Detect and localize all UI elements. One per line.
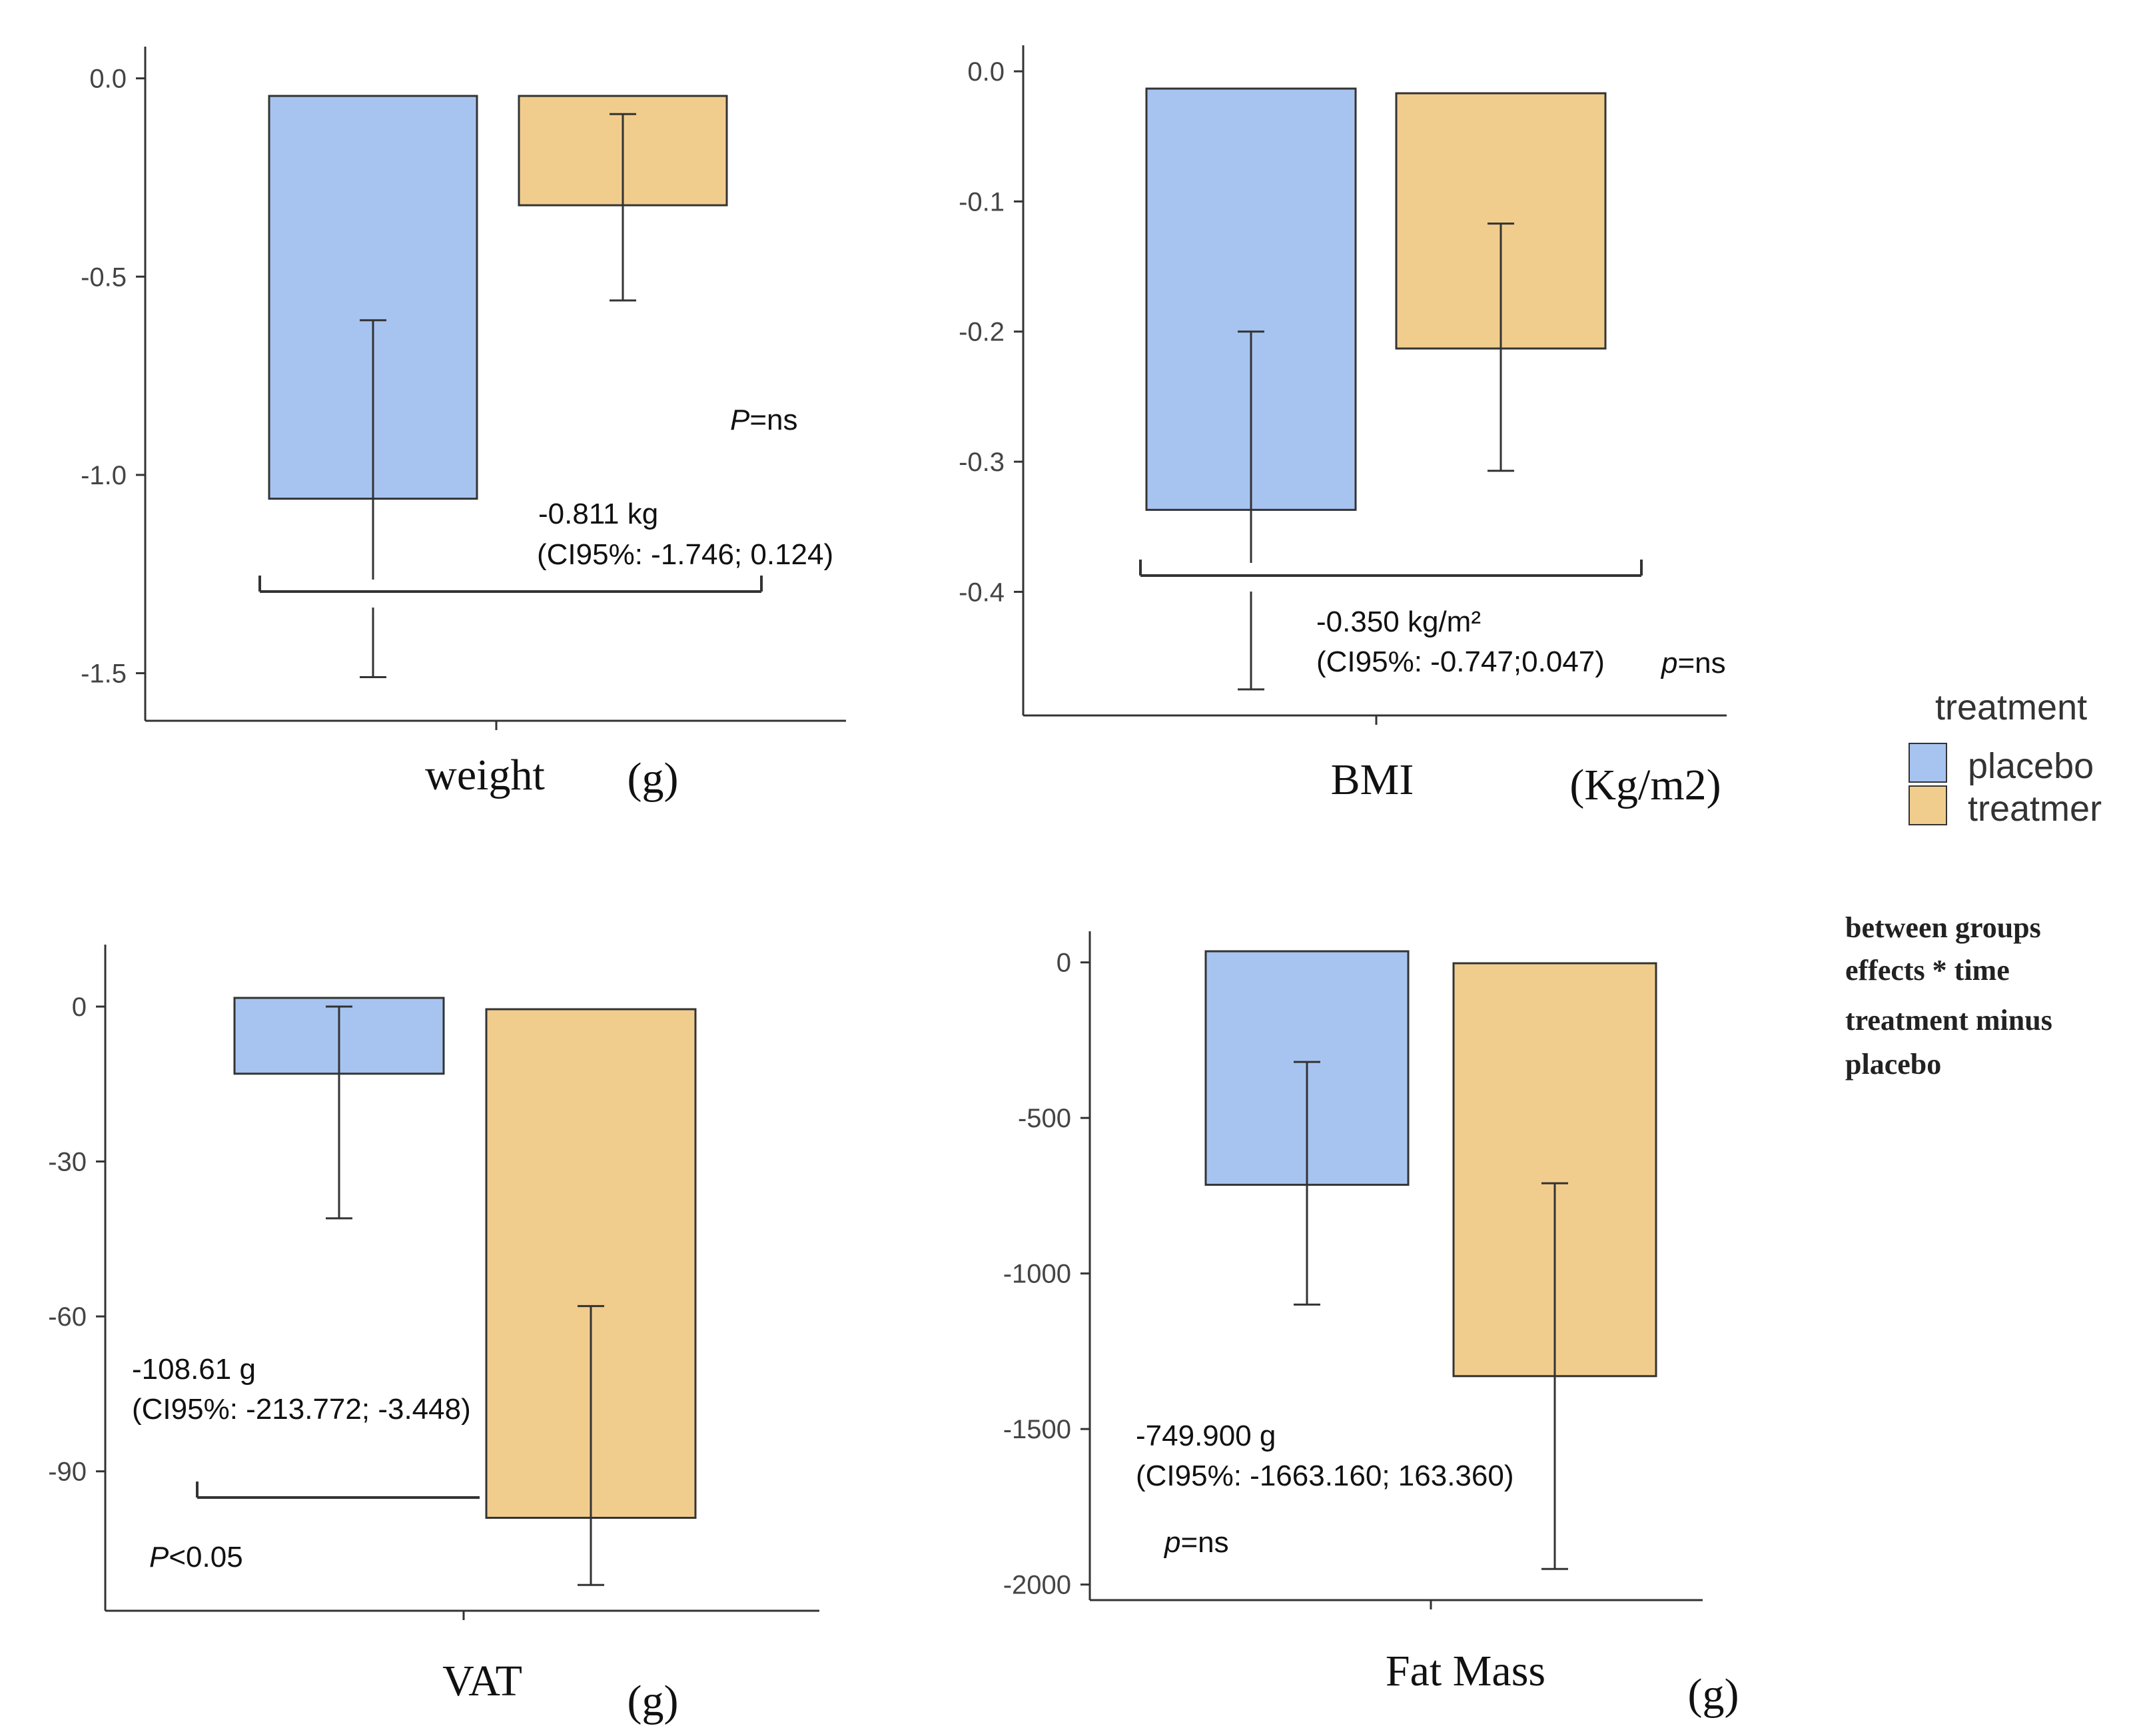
note-line-4: placebo xyxy=(1845,1048,1941,1081)
weight-y-tick-label: -1.0 xyxy=(81,461,127,490)
bmi-p-value: p=ns xyxy=(1660,647,1726,679)
vat-x-label: VAT xyxy=(442,1657,522,1705)
weight-y-tick-label: -1.5 xyxy=(81,659,127,689)
note-line-2: effects * time xyxy=(1845,954,2010,987)
fatmass-diff-text: -749.900 g xyxy=(1136,1420,1276,1452)
bmi-p-symbol: p xyxy=(1660,647,1677,679)
bmi-y-tick-label: -0.3 xyxy=(959,448,1005,477)
vat-errorbar-treatment xyxy=(578,1305,604,1586)
legend-label-treatment: treatmer xyxy=(1968,789,2102,829)
vat-y-tick-label: -90 xyxy=(48,1458,87,1487)
weight-panel: weight (g) -0.811 kg (CI95%: -1.746; 0.1… xyxy=(81,47,846,803)
legend-swatch-placebo xyxy=(1909,743,1947,783)
vat-errorbar-placebo xyxy=(326,1005,352,1220)
vat-p-value: P<0.05 xyxy=(149,1541,243,1573)
bmi-y-tick-label: -0.2 xyxy=(959,318,1005,347)
fatmass-p-rest: =ns xyxy=(1180,1526,1228,1559)
note-line-1: between groups xyxy=(1845,911,2041,944)
vat-unit-label: (g) xyxy=(628,1677,679,1725)
fatmass-y-tick-label: -2000 xyxy=(1003,1571,1071,1600)
fatmass-annotation: -749.900 g (CI95%: -1663.160; 163.360) p… xyxy=(1136,1420,1514,1559)
bmi-errorbar-treatment xyxy=(1488,222,1514,472)
bmi-x-label: BMI xyxy=(1331,755,1414,804)
side-note: between groups effects * time treatment … xyxy=(1845,911,2052,1081)
fatmass-y-tick-label: -1000 xyxy=(1003,1260,1071,1289)
fatmass-ci-text: (CI95%: -1663.160; 163.360) xyxy=(1136,1460,1514,1492)
weight-p-symbol: P xyxy=(730,404,750,436)
weight-p-value: P=ns xyxy=(730,404,798,436)
fatmass-y-tick-label: 0 xyxy=(1057,949,1071,978)
fatmass-panel: Fat Mass (g) -749.900 g (CI95%: -1663.16… xyxy=(1003,931,1739,1719)
bmi-ci-text: (CI95%: -0.747;0.047) xyxy=(1316,646,1605,678)
bmi-y-tick-label: 0.0 xyxy=(967,57,1005,87)
weight-x-label: weight xyxy=(425,751,545,799)
weight-y-tick-label: -0.5 xyxy=(81,262,127,292)
bmi-p-rest: =ns xyxy=(1677,647,1725,679)
vat-p-symbol: P xyxy=(149,1541,169,1573)
weight-p-rest: =ns xyxy=(749,404,797,436)
bmi-y-tick-label: -0.1 xyxy=(959,187,1005,217)
weight-annotation: -0.811 kg (CI95%: -1.746; 0.124) P=ns xyxy=(537,404,833,571)
legend-label-placebo: placebo xyxy=(1968,746,2094,786)
bmi-diff-text: -0.350 kg/m² xyxy=(1316,606,1481,638)
weight-ci-text: (CI95%: -1.746; 0.124) xyxy=(537,538,833,571)
weight-errorbar-treatment xyxy=(610,113,636,302)
vat-annotation: -108.61 g (CI95%: -213.772; -3.448) P<0.… xyxy=(132,1353,471,1573)
legend-title: treatment xyxy=(1935,687,2087,727)
weight-errorbar-placebo xyxy=(360,319,386,679)
bmi-errorbar-placebo xyxy=(1238,330,1264,691)
note-line-3: treatment minus xyxy=(1845,1004,2052,1037)
fatmass-unit-label: (g) xyxy=(1688,1670,1739,1719)
fatmass-errorbar-treatment xyxy=(1541,1182,1568,1570)
vat-p-rest: <0.05 xyxy=(169,1541,242,1573)
vat-diff-text: -108.61 g xyxy=(132,1353,256,1386)
weight-unit-label: (g) xyxy=(628,754,679,803)
vat-y-tick-label: 0 xyxy=(72,993,87,1022)
bmi-annotation: -0.350 kg/m² (CI95%: -0.747;0.047) p=ns xyxy=(1316,606,1726,679)
weight-diff-text: -0.811 kg xyxy=(538,498,658,530)
vat-panel: VAT (g) -108.61 g (CI95%: -213.772; -3.4… xyxy=(48,945,819,1725)
legend-swatch-treatment xyxy=(1909,785,1947,825)
bmi-y-tick-label: -0.4 xyxy=(959,578,1005,607)
vat-y-tick-label: -60 xyxy=(48,1302,87,1332)
fatmass-errorbar-placebo xyxy=(1294,1061,1320,1306)
legend: treatment placebo treatmer xyxy=(1909,687,2102,829)
fatmass-x-label: Fat Mass xyxy=(1386,1647,1545,1695)
fatmass-y-tick-label: -1500 xyxy=(1003,1415,1071,1444)
bmi-panel: BMI (Kg/m2) -0.350 kg/m² (CI95%: -0.747;… xyxy=(959,45,1727,809)
vat-ci-text: (CI95%: -213.772; -3.448) xyxy=(132,1393,471,1426)
fatmass-y-tick-label: -500 xyxy=(1018,1104,1071,1133)
fatmass-p-value: p=ns xyxy=(1163,1526,1229,1559)
weight-y-tick-label: 0.0 xyxy=(89,65,127,94)
vat-y-tick-label: -30 xyxy=(48,1148,87,1177)
fatmass-p-symbol: p xyxy=(1163,1526,1180,1559)
bmi-unit-label: (Kg/m2) xyxy=(1569,761,1721,809)
